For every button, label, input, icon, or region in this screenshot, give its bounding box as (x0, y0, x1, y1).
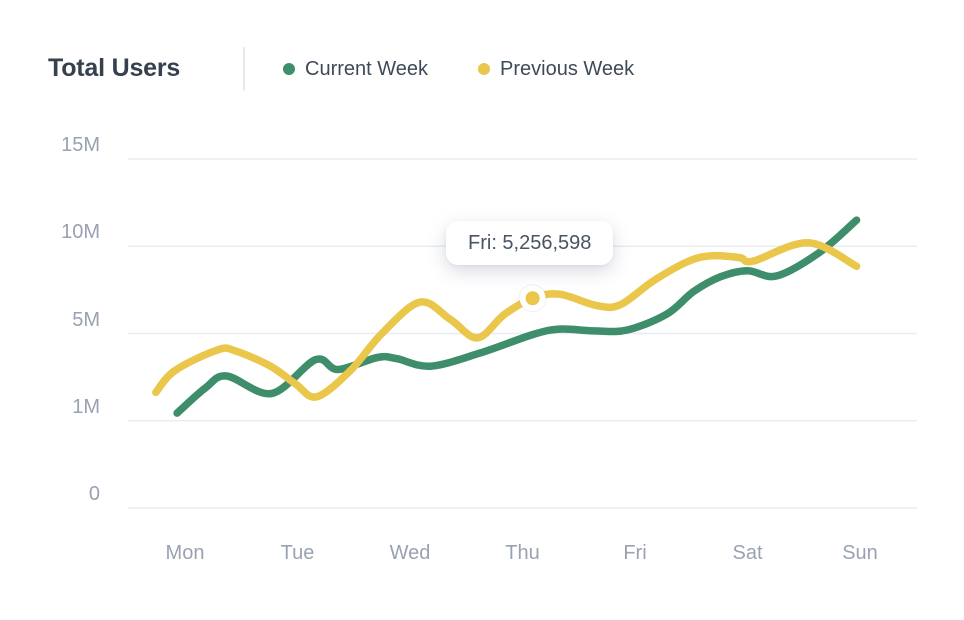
marker-dot-icon (525, 291, 540, 306)
x-tick-label: Tue (280, 542, 315, 564)
previous-week-dot-icon (478, 63, 491, 75)
tooltip: Fri: 5,256,598 (446, 221, 614, 265)
line-previous-week[interactable] (152, 239, 861, 401)
y-tick-label: 0 (88, 483, 100, 505)
x-tick-label: Mon (165, 542, 205, 564)
x-tick-label: Sat (732, 542, 763, 564)
line-current-week[interactable] (173, 216, 861, 417)
legend: Current Week Previous Week (283, 55, 634, 83)
x-tick-label: Wed (389, 542, 431, 564)
y-tick-label: 5M (72, 308, 100, 331)
y-tick-label: 1M (72, 395, 100, 418)
page-title: Total Users (48, 54, 181, 82)
legend-label: Previous Week (500, 57, 635, 80)
legend-item-previous-week[interactable]: Previous Week (478, 58, 634, 81)
header-divider (243, 47, 245, 91)
legend-label: Current Week (305, 57, 429, 80)
y-tick-label: 15M (61, 134, 100, 156)
x-tick-label: Fri (623, 542, 647, 564)
legend-item-current-week[interactable]: Current Week (283, 58, 428, 81)
y-tick-label: 10M (61, 221, 100, 244)
x-tick-label: Thu (505, 542, 540, 564)
x-tick-label: Sun (842, 542, 878, 564)
highlight-marker[interactable] (518, 284, 547, 313)
tooltip-text: Fri: 5,256,598 (468, 232, 592, 254)
current-week-dot-icon (283, 63, 295, 75)
